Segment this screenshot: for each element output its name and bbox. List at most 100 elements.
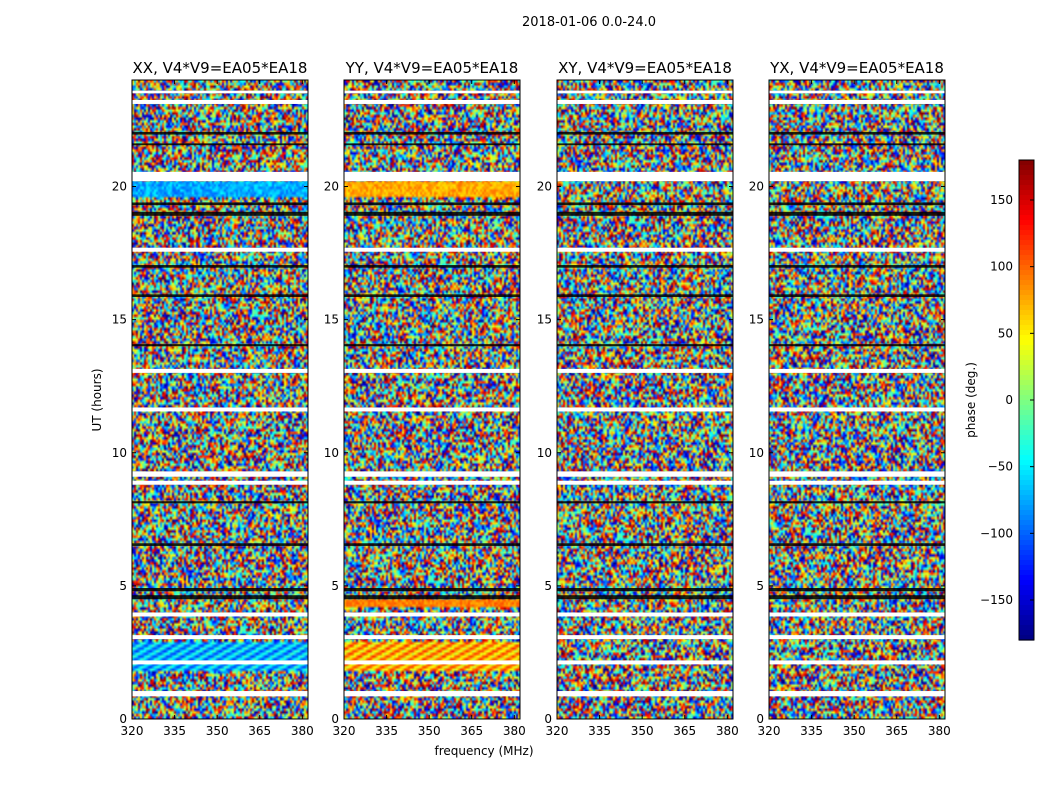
y-tick-label: 15: [324, 313, 339, 327]
colorbar-segment: [1019, 600, 1034, 606]
panel-title: YY, V4*V9=EA05*EA18: [345, 59, 519, 77]
colorbar-segment: [1019, 525, 1034, 531]
flagged-band: [769, 99, 945, 104]
x-tick-label: 365: [885, 724, 908, 738]
colorbar-segment: [1019, 560, 1034, 566]
dark-band: [557, 501, 733, 504]
dark-band: [344, 131, 520, 135]
dark-band: [769, 131, 945, 135]
flagged-band: [769, 247, 945, 252]
colorbar-segment: [1019, 300, 1034, 306]
colorbar-segment: [1019, 380, 1034, 386]
colorbar-segment: [1019, 170, 1034, 176]
colorbar-segment: [1019, 495, 1034, 501]
panel-1: XX, V4*V9=EA05*EA18 320 335 350 365 380 0 5 10 15…: [112, 59, 314, 738]
x-tick-label: 335: [800, 724, 823, 738]
dark-band: [557, 595, 733, 600]
dark-band: [557, 143, 733, 146]
panel-4: YX, V4*V9=EA05*EA18 320 335 350 365 380 0 5 10 15…: [749, 59, 951, 738]
colorbar-segment: [1019, 260, 1034, 266]
colorbar-segment: [1019, 280, 1034, 286]
dark-band: [132, 344, 308, 347]
flagged-band: [769, 90, 945, 94]
colorbar-segment: [1019, 325, 1034, 331]
colorbar-segment: [1019, 575, 1034, 581]
flagged-band: [344, 368, 520, 373]
flagged-band: [769, 471, 945, 477]
colorbar-segment: [1019, 255, 1034, 261]
colorbar-segment: [1019, 335, 1034, 341]
flagged-band: [132, 171, 308, 182]
colorbar-segment: [1019, 230, 1034, 236]
colorbar-segment: [1019, 555, 1034, 561]
dark-band: [132, 588, 308, 592]
y-tick-label: 15: [112, 313, 127, 327]
dark-band: [769, 588, 945, 592]
colorbar-segment: [1019, 460, 1034, 466]
panel-frame: [343, 79, 521, 720]
colorbar-segment: [1019, 595, 1034, 601]
dark-band: [344, 588, 520, 592]
colorbar-segment: [1019, 510, 1034, 516]
y-tick-label: 10: [537, 446, 552, 460]
colorbar-label: phase (deg.): [964, 362, 978, 438]
colorbar-segment: [1019, 440, 1034, 446]
flagged-band: [132, 99, 308, 104]
flagged-band: [344, 171, 520, 182]
dark-band: [132, 543, 308, 546]
colorbar-segment: [1019, 175, 1034, 181]
colorbar-segment: [1019, 610, 1034, 616]
colorbar-segment: [1019, 290, 1034, 296]
dark-band: [344, 143, 520, 146]
flagged-band: [557, 368, 733, 373]
colorbar-segment: [1019, 540, 1034, 546]
colorbar-segment: [1019, 415, 1034, 421]
colorbar-segment: [1019, 200, 1034, 206]
x-tick-label: 350: [631, 724, 654, 738]
colorbar-segment: [1019, 585, 1034, 591]
flagged-band: [132, 90, 308, 94]
colorbar-segment: [1019, 305, 1034, 311]
flagged-band: [344, 90, 520, 94]
colorbar-segment: [1019, 265, 1034, 271]
colorbar-tick-label: −50: [988, 460, 1013, 474]
colorbar-segment: [1019, 455, 1034, 461]
y-tick-label: 15: [537, 313, 552, 327]
panel-title: YX, V4*V9=EA05*EA18: [769, 59, 944, 77]
x-tick-label: 380: [928, 724, 951, 738]
colorbar-segment: [1019, 375, 1034, 381]
flagged-band: [132, 247, 308, 252]
colorbar-tick-label: −150: [980, 593, 1013, 607]
flagged-band: [132, 612, 308, 617]
x-tick-label: 380: [291, 724, 314, 738]
colorbar-segment: [1019, 550, 1034, 556]
dark-band: [344, 595, 520, 600]
flagged-band: [132, 471, 308, 477]
dark-band: [132, 595, 308, 600]
colorbar-segment: [1019, 395, 1034, 401]
colorbar-segment: [1019, 410, 1034, 416]
colorbar-tick-label: 50: [998, 326, 1013, 340]
colorbar-segment: [1019, 420, 1034, 426]
flagged-band: [344, 480, 520, 485]
flagged-band: [557, 612, 733, 617]
panel-frame: [768, 79, 946, 720]
x-tick-label: 335: [375, 724, 398, 738]
dark-band: [132, 131, 308, 135]
colorbar-segment: [1019, 475, 1034, 481]
x-tick-label: 365: [673, 724, 696, 738]
colorbar-segment: [1019, 190, 1034, 196]
x-tick-label: 365: [460, 724, 483, 738]
flagged-band: [344, 612, 520, 617]
flagged-band: [557, 247, 733, 252]
colorbar-segment: [1019, 270, 1034, 276]
flagged-band: [344, 247, 520, 252]
panel-frame: [131, 79, 309, 720]
dark-band: [344, 501, 520, 504]
dark-band: [769, 211, 945, 216]
y-tick-label: 5: [544, 579, 552, 593]
dark-band: [769, 294, 945, 297]
flagged-band: [557, 635, 733, 640]
flagged-band: [557, 660, 733, 665]
